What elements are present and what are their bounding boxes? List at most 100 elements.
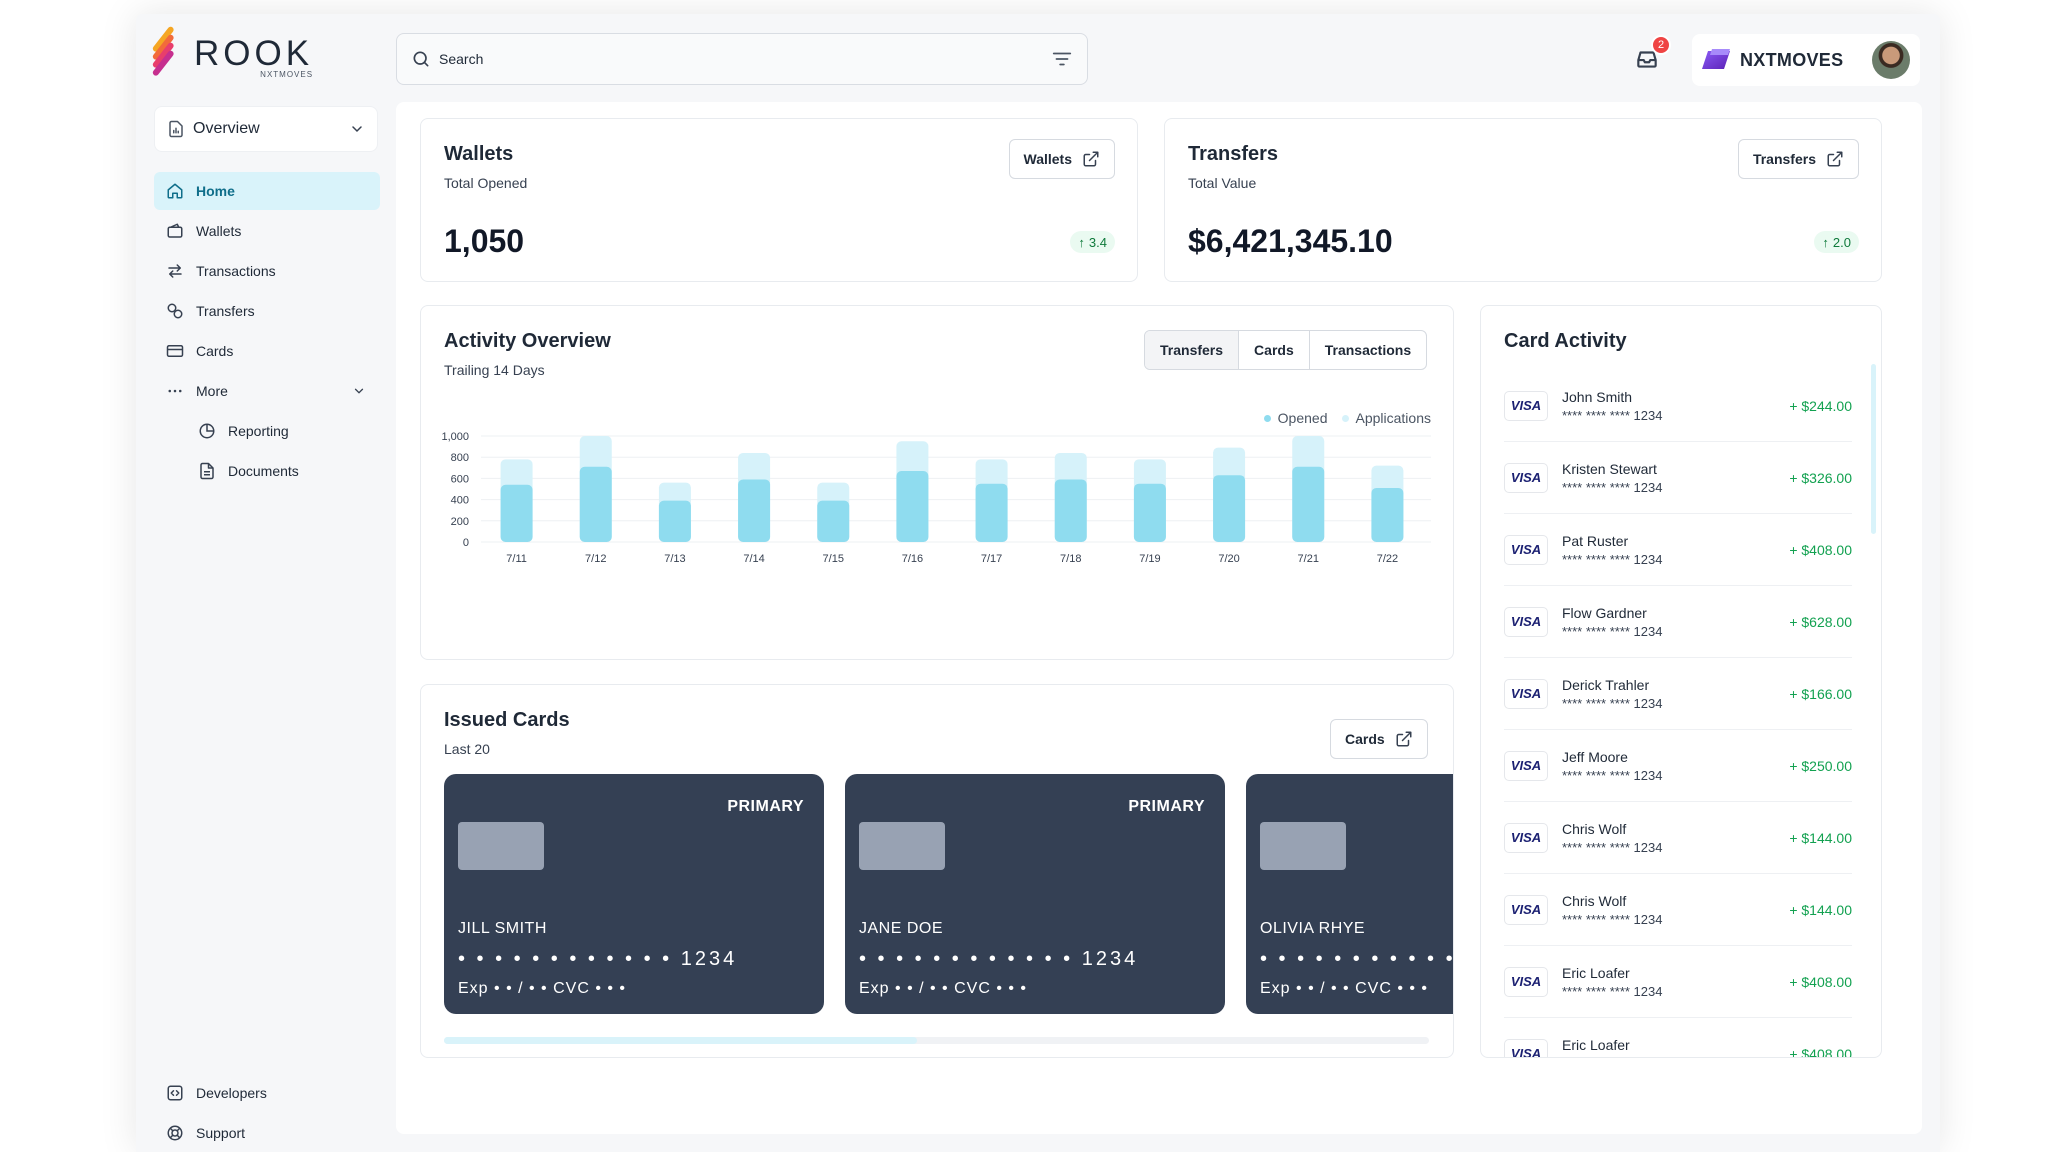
transfers-subtitle: Total Value bbox=[1188, 175, 1257, 191]
legend-swatch bbox=[1263, 414, 1271, 422]
cardholder-name: Jeff Moore bbox=[1562, 748, 1628, 765]
activity-details: Derick Trahler **** **** **** 1234 bbox=[1562, 677, 1789, 711]
transfers-delta: 2.0 bbox=[1832, 234, 1851, 250]
list-item[interactable]: VISA Chris Wolf **** **** **** 1234 + $144.… bbox=[1504, 874, 1852, 946]
sidebar-item-reporting[interactable]: Reporting bbox=[154, 412, 380, 450]
view-select[interactable]: Overview bbox=[154, 106, 378, 152]
masked-card-number: **** **** **** 1234 bbox=[1562, 767, 1663, 783]
bar-opened bbox=[1054, 479, 1087, 542]
x-tick-label: 7/17 bbox=[981, 553, 1002, 565]
cardholder-name: Chris Wolf bbox=[1562, 820, 1627, 837]
x-tick-label: 7/13 bbox=[664, 553, 685, 565]
cards-scrollbar-thumb[interactable] bbox=[444, 1037, 917, 1044]
payment-card[interactable]: PRIMARY JILL SMITH • • • • • • • • • • •… bbox=[444, 774, 824, 1014]
list-item[interactable]: VISA Chris Wolf **** **** **** 1234 + $144.… bbox=[1504, 802, 1852, 874]
cardholder-name: Pat Ruster bbox=[1562, 532, 1629, 549]
sidebar-item-developers[interactable]: Developers bbox=[154, 1074, 380, 1112]
list-item[interactable]: VISA Kristen Stewart **** **** **** 1234 + … bbox=[1504, 442, 1852, 514]
brand-subtitle: NXTMOVES bbox=[260, 70, 314, 79]
visa-icon: VISA bbox=[1504, 534, 1548, 565]
visa-icon: VISA bbox=[1504, 390, 1548, 421]
cards-link-label: Cards bbox=[1345, 731, 1385, 747]
sidebar-item-wallets[interactable]: Wallets bbox=[154, 212, 380, 250]
activity-details: Pat Ruster **** **** **** 1234 bbox=[1562, 533, 1789, 567]
payment-card[interactable]: PRIMARY JANE DOE • • • • • • • • • • • •… bbox=[845, 774, 1225, 1014]
org-switcher[interactable]: NXTMOVES bbox=[1692, 34, 1920, 86]
x-tick-label: 7/20 bbox=[1218, 553, 1239, 565]
transaction-amount: + $166.00 bbox=[1789, 685, 1852, 702]
x-tick-label: 7/16 bbox=[902, 553, 923, 565]
bar-opened bbox=[896, 470, 929, 542]
activity-details: Eric Loafer **** **** **** 1234 bbox=[1562, 965, 1789, 999]
tab-transfers[interactable]: Transfers bbox=[1145, 331, 1239, 369]
transaction-amount: + $244.00 bbox=[1789, 397, 1852, 414]
transfers-link-button[interactable]: Transfers bbox=[1737, 139, 1859, 179]
notifications-button[interactable] bbox=[1634, 46, 1662, 74]
filter-icon[interactable] bbox=[1051, 48, 1073, 70]
cards-scrollbar[interactable] bbox=[444, 1037, 1429, 1044]
card-chip bbox=[1260, 822, 1346, 870]
visa-icon: VISA bbox=[1504, 894, 1548, 925]
chevron-down-icon bbox=[354, 388, 364, 394]
tab-transactions[interactable]: Transactions bbox=[1308, 331, 1426, 369]
legend-label: Applications bbox=[1355, 410, 1432, 426]
list-item[interactable]: VISA Flow Gardner **** **** **** 1234 + $62… bbox=[1504, 586, 1852, 658]
card-holder: JILL SMITH bbox=[458, 920, 547, 937]
transaction-amount: + $144.00 bbox=[1789, 901, 1852, 918]
legend-label: Opened bbox=[1277, 410, 1328, 426]
y-tick-label: 600 bbox=[451, 473, 469, 485]
x-tick-label: 7/22 bbox=[1377, 553, 1398, 565]
list-item[interactable]: VISA Derick Trahler **** **** **** 1234 + $… bbox=[1504, 658, 1852, 730]
issued-subtitle: Last 20 bbox=[444, 741, 490, 757]
brand-logo[interactable]: ROOK NXTMOVES bbox=[151, 25, 314, 79]
sidebar-item-label: Developers bbox=[196, 1085, 267, 1101]
card-icon bbox=[166, 345, 184, 357]
list-item[interactable]: VISA Jeff Moore **** **** **** 1234 + $250.… bbox=[1504, 730, 1852, 802]
sidebar-item-home[interactable]: Home bbox=[154, 172, 380, 210]
list-item[interactable]: VISA John Smith **** **** **** 1234 + $244.… bbox=[1504, 370, 1852, 442]
transfer-icon bbox=[167, 303, 183, 319]
search-input[interactable] bbox=[439, 51, 1051, 67]
wallets-value: 1,050 bbox=[444, 223, 525, 259]
bar-opened bbox=[658, 500, 691, 542]
sidebar-item-label: Transactions bbox=[196, 263, 276, 279]
nxtmoves-logo-icon bbox=[1702, 49, 1730, 69]
sidebar-item-label: Cards bbox=[196, 343, 234, 359]
cards-link-button[interactable]: Cards bbox=[1330, 719, 1428, 759]
sidebar-item-more[interactable]: More bbox=[154, 372, 380, 410]
sidebar-item-support[interactable]: Support bbox=[154, 1114, 380, 1152]
payment-card[interactable]: OLIVIA RHYE • • • • • • • • • • • • 1234… bbox=[1246, 774, 1453, 1014]
wallets-card: Wallets Total Opened Wallets 1,050 ↑ 3.4 bbox=[420, 118, 1138, 282]
card-activity-card: Card Activity VISA John Smith **** **** **… bbox=[1480, 305, 1882, 1058]
sidebar-item-documents[interactable]: Documents bbox=[154, 452, 380, 490]
list-item[interactable]: VISA Pat Ruster **** **** **** 1234 + $408.… bbox=[1504, 514, 1852, 586]
y-tick-label: 400 bbox=[451, 495, 469, 507]
wallet-icon bbox=[167, 223, 183, 238]
avatar[interactable] bbox=[1872, 41, 1910, 79]
brand-name: ROOK bbox=[194, 34, 314, 73]
sidebar-item-cards[interactable]: Cards bbox=[154, 332, 380, 370]
sidebar-item-transfers[interactable]: Transfers bbox=[154, 292, 380, 330]
card-activity-scrollbar[interactable] bbox=[1871, 364, 1876, 534]
arrows-icon bbox=[168, 264, 182, 278]
visa-icon: VISA bbox=[1504, 750, 1548, 781]
rook-logo-icon bbox=[151, 25, 184, 78]
sidebar-item-transactions[interactable]: Transactions bbox=[154, 252, 380, 290]
activity-bar-chart: 1,000 800 600 400 200 0 7/11 7/12 7/13 7/14 7/15 7/… bbox=[441, 431, 1431, 565]
x-tick-label: 7/18 bbox=[1060, 553, 1081, 565]
view-select-label: Overview bbox=[193, 120, 260, 137]
card-number: • • • • • • • • • • • • 1234 bbox=[1260, 948, 1453, 970]
x-tick-label: 7/15 bbox=[823, 553, 844, 565]
sidebar-item-label: Transfers bbox=[196, 303, 255, 319]
wallets-link-button[interactable]: Wallets bbox=[1008, 139, 1115, 179]
tab-cards[interactable]: Cards bbox=[1238, 331, 1309, 369]
y-tick-label: 1,000 bbox=[441, 431, 469, 443]
app-window: ROOK NXTMOVES Overview Home Wallets Tran… bbox=[136, 14, 1940, 1152]
transfers-card: Transfers Total Value Transfers $6,421,3… bbox=[1164, 118, 1882, 282]
masked-card-number: **** **** **** 1234 bbox=[1562, 1056, 1789, 1058]
y-tick-label: 0 bbox=[463, 537, 469, 549]
card-activity-title: Card Activity bbox=[1504, 330, 1627, 352]
legend-item-applications: Applications bbox=[1341, 410, 1432, 426]
